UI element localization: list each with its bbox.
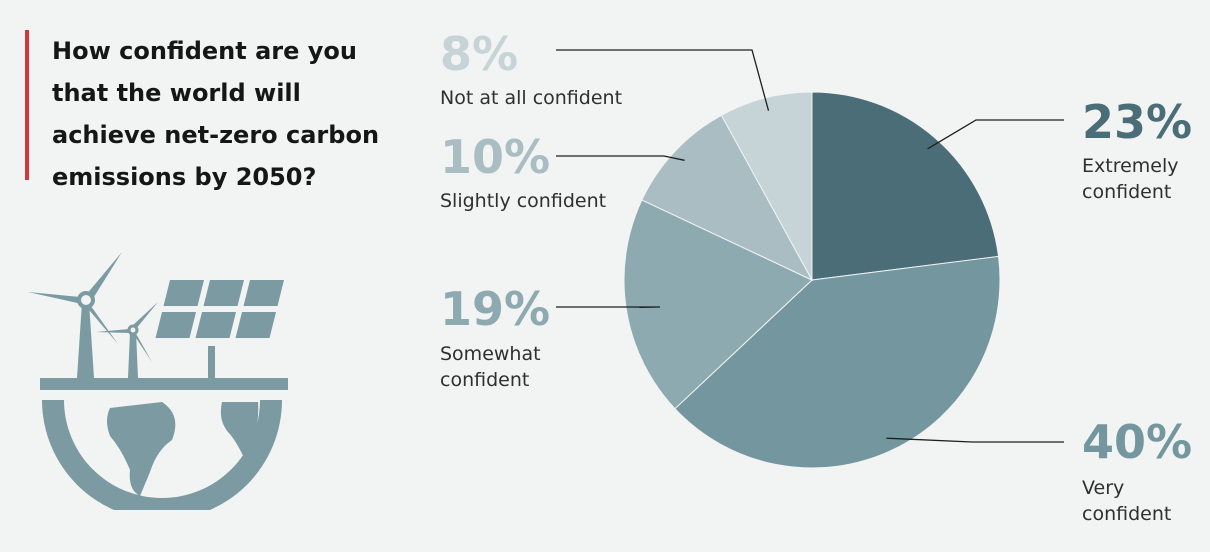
slice-label-extremely-confident: Extremely confident: [1082, 155, 1179, 203]
leader-line-not-at-all-confident: [556, 49, 770, 111]
chart-title: How confident are you that the world wil…: [52, 37, 380, 191]
pie-slice-extremely-confident: [811, 91, 1000, 281]
leader-line-very-confident: [886, 437, 1064, 443]
pie-slices: [623, 91, 1001, 469]
renewable-energy-globe-icon: [28, 252, 288, 510]
slice-labels: 23% Extremely confident 40% Very confident 19%…: [440, 27, 1192, 525]
title-accent-bar: [25, 30, 29, 180]
slice-label-slightly-confident: Slightly confident: [440, 190, 606, 212]
leader-line-slightly-confident: [556, 155, 685, 161]
slice-percent-very-confident: 40%: [1082, 415, 1192, 469]
slice-percent-somewhat-confident: 19%: [440, 282, 550, 336]
leader-line-extremely-confident: [927, 119, 1064, 150]
slice-percent-extremely-confident: 23%: [1082, 95, 1192, 149]
leader-lines: [556, 49, 1064, 443]
slice-label-very-confident: Very confident: [1082, 477, 1171, 525]
slice-percent-not-at-all-confident: 8%: [440, 27, 518, 81]
slice-label-not-at-all-confident: Not at all confident: [440, 87, 622, 109]
slice-percent-slightly-confident: 10%: [440, 130, 550, 184]
pie-slice-somewhat-confident: [623, 199, 813, 410]
slice-label-somewhat-confident: Somewhat confident: [440, 343, 541, 391]
pie-slice-slightly-confident: [641, 114, 814, 282]
pie-slice-very-confident: [674, 255, 1001, 469]
